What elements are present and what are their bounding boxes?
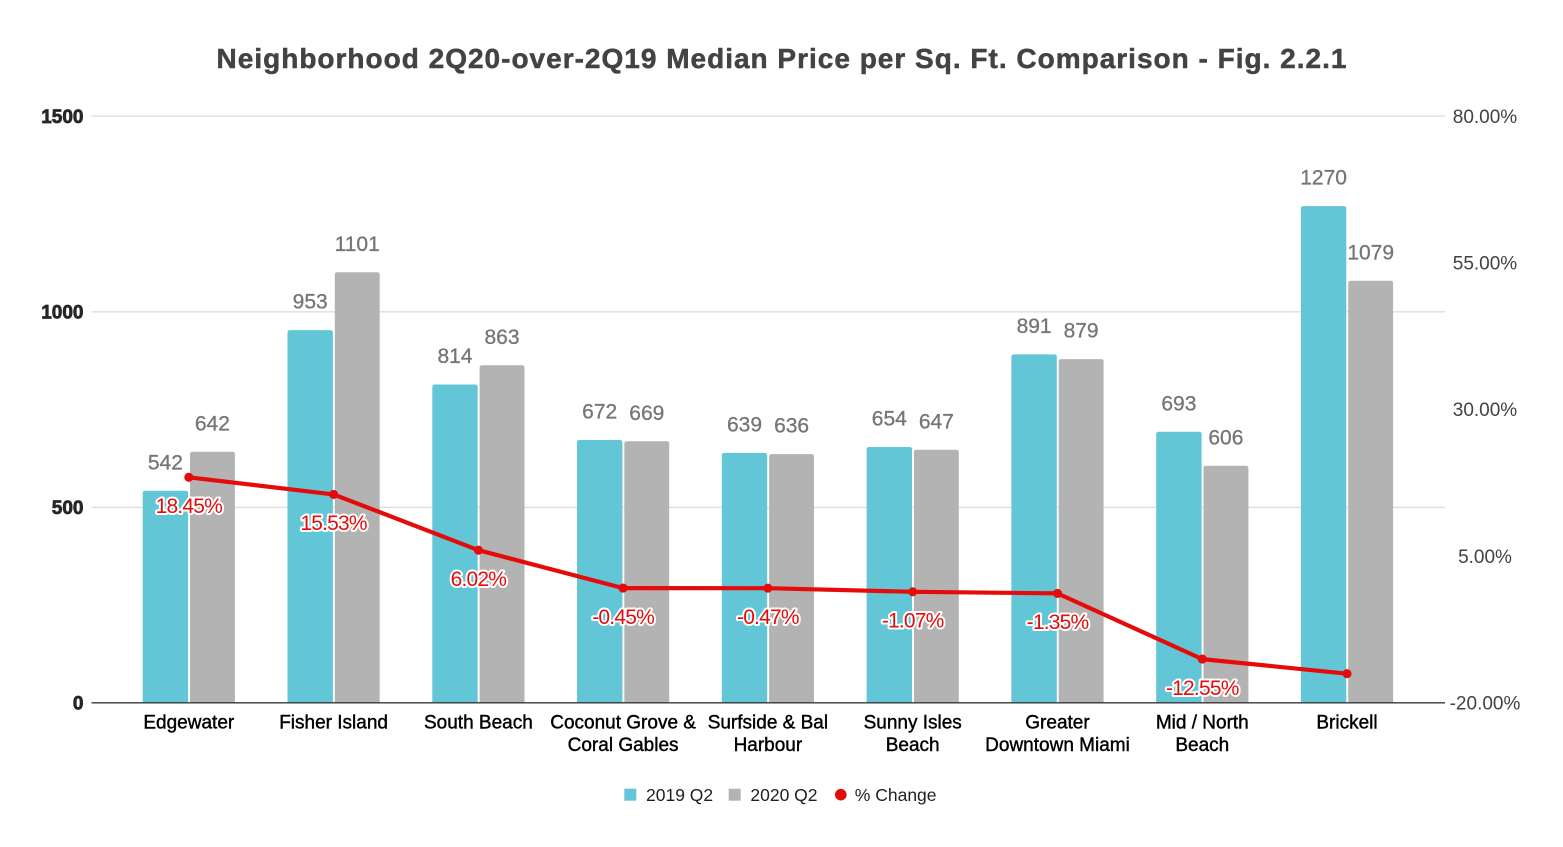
svg-text:Beach: Beach [886,735,940,756]
svg-text:Coral Gables: Coral Gables [568,735,679,756]
svg-text:1270: 1270 [1300,167,1347,190]
svg-text:1079: 1079 [1347,241,1394,264]
svg-text:693: 693 [1161,392,1196,415]
svg-text:Fisher Island: Fisher Island [279,713,388,734]
svg-text:5.00%: 5.00% [1458,547,1512,568]
svg-text:672: 672 [582,401,617,424]
svg-text:Brickell: Brickell [1316,713,1377,734]
svg-text:0: 0 [73,693,84,714]
svg-text:2019 Q2: 2019 Q2 [646,785,713,805]
svg-text:-20.00%: -20.00% [1450,693,1521,714]
svg-text:Beach: Beach [1175,735,1229,756]
svg-text:879: 879 [1064,320,1099,343]
svg-text:Edgewater: Edgewater [143,713,235,734]
svg-text:55.00%: 55.00% [1453,254,1518,275]
svg-text:-0.47%: -0.47% [737,606,799,629]
svg-text:500: 500 [52,498,84,519]
svg-text:1500: 1500 [41,107,83,128]
svg-text:-0.45%: -0.45% [592,606,654,629]
svg-text:606: 606 [1208,426,1243,449]
svg-text:6.02%: 6.02% [451,568,507,591]
svg-text:863: 863 [484,326,519,349]
svg-text:953: 953 [293,291,328,314]
svg-text:654: 654 [872,408,907,431]
svg-text:814: 814 [437,345,472,368]
svg-text:647: 647 [919,410,954,433]
svg-text:30.00%: 30.00% [1453,400,1518,421]
svg-text:-1.35%: -1.35% [1027,611,1089,634]
svg-text:Coconut Grove &: Coconut Grove & [550,713,696,734]
svg-text:636: 636 [774,415,809,438]
svg-text:639: 639 [727,414,762,437]
svg-text:Neighborhood 2Q20-over-2Q19 Me: Neighborhood 2Q20-over-2Q19 Median Price… [217,43,1348,74]
svg-text:South Beach: South Beach [424,713,533,734]
svg-text:-12.55%: -12.55% [1166,677,1239,700]
svg-text:Sunny Isles: Sunny Isles [864,713,962,734]
svg-text:669: 669 [629,402,664,425]
svg-text:80.00%: 80.00% [1453,107,1518,128]
svg-text:Downtown Miami: Downtown Miami [985,735,1130,756]
svg-text:1000: 1000 [41,302,83,323]
svg-text:Harbour: Harbour [734,735,803,756]
svg-text:18.45%: 18.45% [156,495,223,518]
svg-text:Surfside & Bal: Surfside & Bal [708,713,828,734]
svg-text:2020 Q2: 2020 Q2 [750,785,817,805]
svg-text:15.53%: 15.53% [300,512,367,535]
svg-text:% Change: % Change [855,785,937,805]
svg-text:642: 642 [195,412,230,435]
svg-text:Mid / North: Mid / North [1156,713,1249,734]
svg-text:1101: 1101 [335,233,380,256]
svg-text:Greater: Greater [1025,713,1090,734]
svg-text:542: 542 [148,451,183,474]
svg-text:891: 891 [1017,315,1052,338]
svg-text:-1.07%: -1.07% [882,610,944,633]
